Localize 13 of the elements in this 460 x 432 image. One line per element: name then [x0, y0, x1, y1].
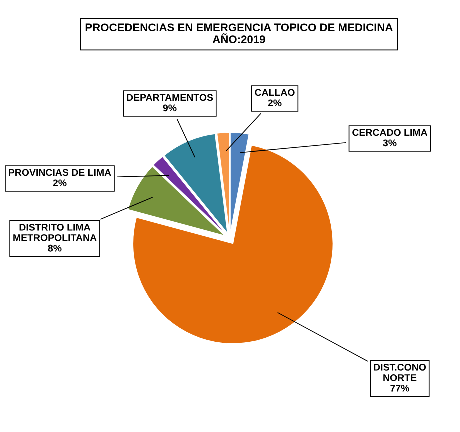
data-label: 77% [390, 384, 410, 392]
data-label: 8% [48, 244, 62, 252]
data-label: 2% [53, 180, 67, 187]
slice-label: CALLAO [255, 89, 295, 96]
data-label: 9% [163, 104, 177, 112]
slice-label: DEPARTAMENTOS [127, 94, 214, 102]
slice-label: PROVINCIAS DE LIMA [9, 169, 112, 176]
slice-label: DIST.CONO NORTE [374, 364, 426, 382]
slice-label: CERCADO LIMA [352, 129, 428, 136]
slice-label: DISTRITO LIMA METROPOLITANA [14, 224, 97, 242]
data-label: 3% [383, 140, 397, 147]
data-label: 2% [268, 100, 282, 107]
chart-title: PROCEDENCIAS EN EMERGENCIA TOPICO DE MEDICINA AÑO:2019 [86, 24, 393, 44]
